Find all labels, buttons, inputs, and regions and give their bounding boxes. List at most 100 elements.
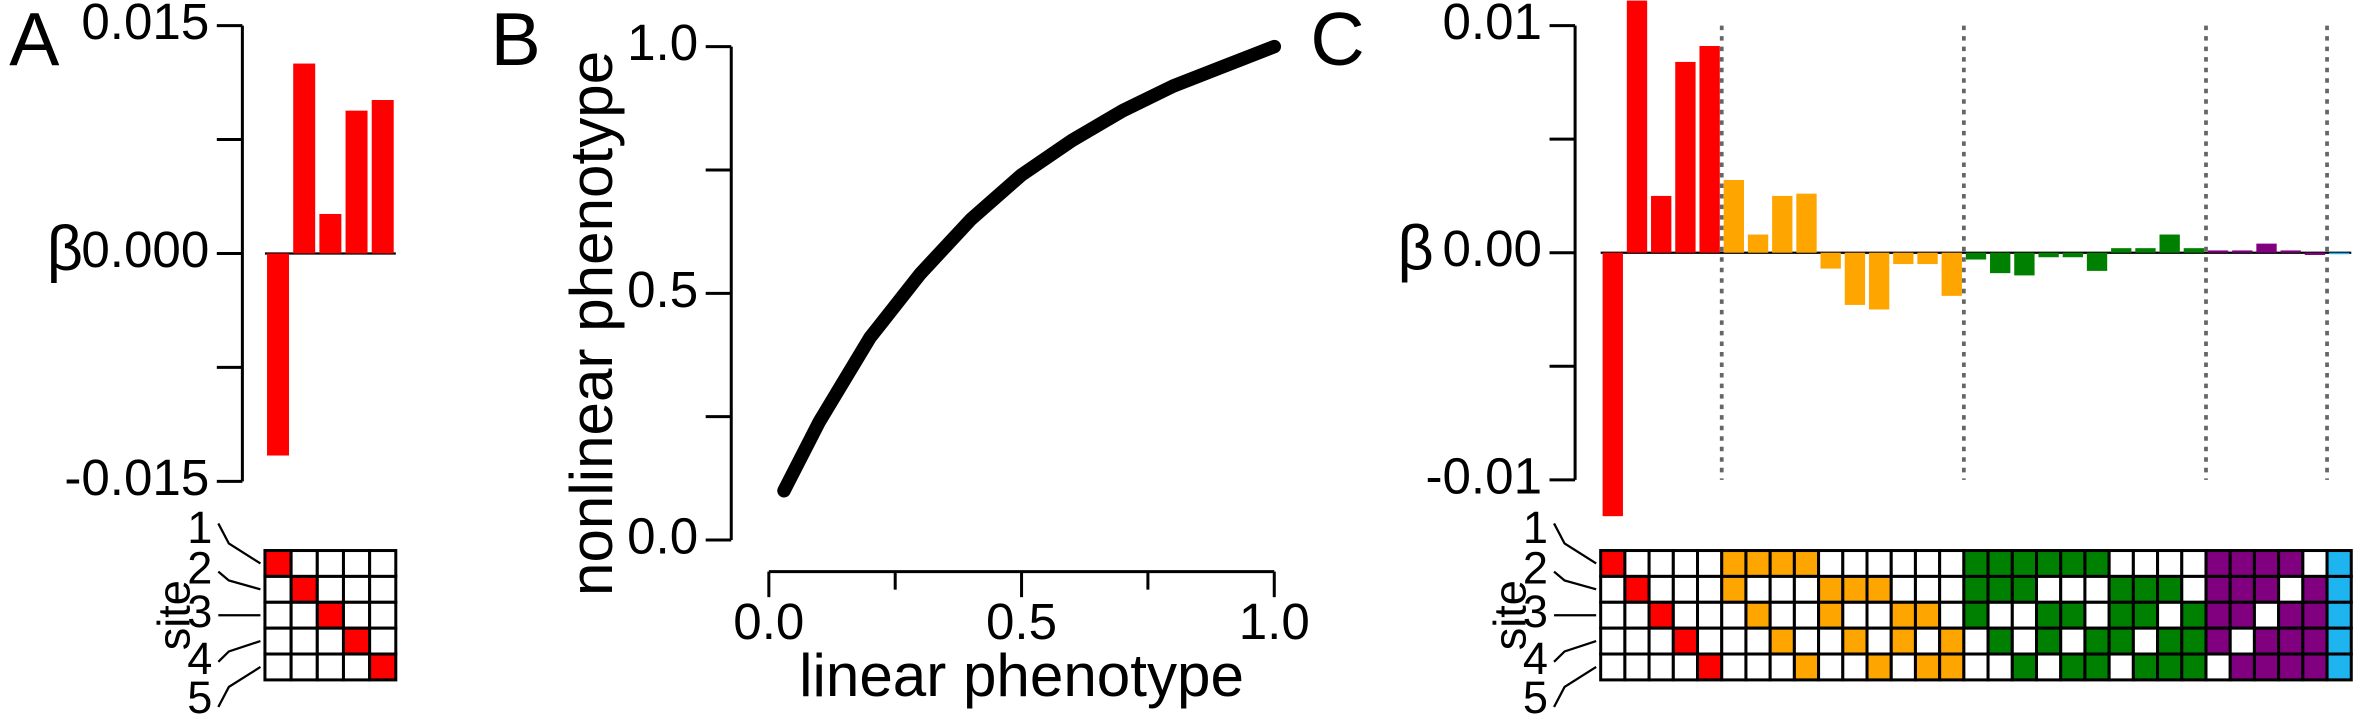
mutated-cell: [2252, 626, 2281, 656]
wildtype-cell: [2010, 600, 2039, 630]
panel-letter: B: [491, 0, 541, 81]
wildtype-cell: [289, 652, 319, 682]
mutated-cell: [2277, 600, 2305, 630]
mutated-cell: [1841, 574, 1869, 604]
mutated-cell: [2325, 549, 2353, 578]
wildtype-cell: [1623, 626, 1651, 656]
mutated-cell: [2252, 549, 2281, 578]
wildtype-cell: [341, 549, 372, 578]
wildtype-cell: [1720, 652, 1748, 682]
wildtype-cell: [1696, 626, 1724, 656]
wildtype-cell: [2228, 626, 2256, 656]
mutated-cell: [2301, 652, 2329, 682]
wildtype-cell: [1720, 600, 1748, 630]
bar: [2328, 252, 2350, 255]
wildtype-cell: [1599, 626, 1627, 656]
wildtype-cell: [1599, 652, 1627, 682]
wildtype-cell: [1986, 652, 2014, 682]
y-axis-label: nonlinear phenotype: [558, 51, 625, 596]
mutated-cell: [1792, 652, 1821, 682]
bar: [1844, 252, 1866, 305]
wildtype-cell: [1768, 574, 1796, 604]
mutated-cell: [2252, 652, 2281, 682]
bar: [2111, 248, 2132, 253]
site-label: 2: [187, 543, 212, 594]
mutated-cell: [2107, 626, 2135, 656]
wildtype-cell: [1938, 600, 1966, 630]
mutated-cell: [2131, 600, 2160, 630]
y-tick-label: 1.0: [627, 14, 698, 71]
wildtype-cell: [2180, 574, 2208, 604]
site-label: 1: [187, 502, 212, 553]
wildtype-cell: [2131, 549, 2160, 578]
bar: [1772, 195, 1793, 253]
bar: [1868, 252, 1890, 310]
y-tick-label: -0.015: [64, 449, 209, 506]
mutated-cell: [1962, 600, 1990, 630]
bar: [2256, 243, 2277, 253]
site-connector: [217, 522, 262, 565]
wildtype-cell: [2156, 600, 2184, 630]
mutated-cell: [2180, 600, 2208, 630]
mutated-cell: [2156, 574, 2184, 604]
mutated-cell: [1817, 574, 1845, 604]
bar: [267, 253, 290, 456]
wildtype-cell: [315, 626, 345, 656]
bar: [1796, 193, 1817, 253]
site-label: 4: [187, 633, 212, 684]
wildtype-cell: [2252, 600, 2281, 630]
mutated-cell: [1720, 574, 1748, 604]
wildtype-cell: [2180, 549, 2208, 578]
wildtype-cell: [1671, 574, 1700, 604]
mutated-cell: [1647, 600, 1675, 630]
bar: [345, 110, 368, 254]
wildtype-cell: [315, 652, 345, 682]
mutated-cell: [1768, 626, 1796, 656]
mutated-cell: [2083, 652, 2111, 682]
wildtype-cell: [1792, 626, 1821, 656]
mutated-cell: [1889, 600, 1917, 630]
mutated-cell: [2180, 652, 2208, 682]
wildtype-cell: [1696, 600, 1724, 630]
bar: [2232, 250, 2253, 253]
wildtype-cell: [368, 626, 398, 656]
wildtype-cell: [1986, 600, 2014, 630]
wildtype-cell: [1962, 652, 1990, 682]
mutated-cell: [2107, 600, 2135, 630]
wildtype-cell: [1744, 626, 1772, 656]
mutated-cell: [2204, 626, 2232, 656]
site-connector: [1553, 666, 1597, 708]
mutated-cell: [1938, 652, 1966, 682]
mutated-cell: [2034, 626, 2063, 656]
mutated-cell: [2034, 549, 2063, 578]
site-label: 3: [187, 586, 212, 637]
mutated-cell: [2083, 626, 2111, 656]
bar: [1893, 252, 1914, 265]
wildtype-cell: [1647, 549, 1675, 578]
bar: [1917, 252, 1938, 265]
mutated-cell: [2180, 626, 2208, 656]
mutated-cell: [263, 549, 293, 578]
wildtype-cell: [2107, 549, 2135, 578]
wildtype-cell: [2083, 574, 2111, 604]
wildtype-cell: [1671, 652, 1700, 682]
wildtype-cell: [1913, 549, 1942, 578]
wildtype-cell: [368, 574, 398, 604]
mutated-cell: [2277, 549, 2305, 578]
wildtype-cell: [1962, 626, 1990, 656]
y-tick-label: 0.0: [627, 508, 698, 565]
mutated-cell: [1599, 549, 1627, 578]
wildtype-cell: [1647, 626, 1675, 656]
mutated-cell: [2325, 652, 2353, 682]
mutated-cell: [368, 652, 398, 682]
x-tick-label: 1.0: [1239, 593, 1310, 650]
bar: [2086, 252, 2108, 271]
mutated-cell: [2301, 626, 2329, 656]
site-connector: [217, 666, 262, 708]
mutated-cell: [2301, 574, 2329, 604]
wildtype-cell: [1817, 652, 1845, 682]
site-label: 1: [1523, 502, 1548, 553]
wildtype-cell: [341, 600, 372, 630]
wildtype-cell: [2107, 652, 2135, 682]
